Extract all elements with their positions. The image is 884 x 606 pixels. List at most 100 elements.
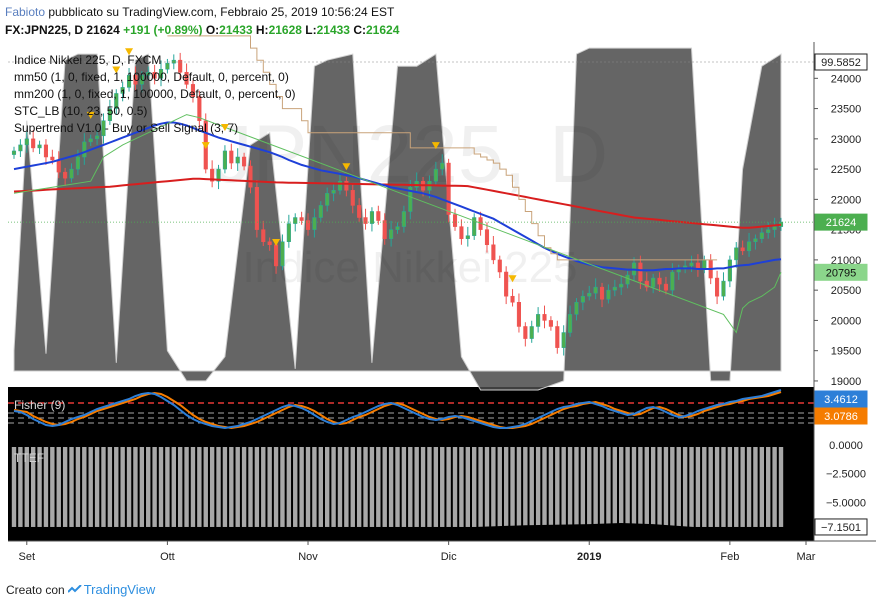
candle-body — [542, 314, 547, 321]
mm200-line — [13, 177, 782, 229]
ttef-bar — [535, 447, 541, 527]
candle-body — [133, 75, 138, 85]
candle-body — [120, 87, 125, 94]
ttef-bar — [235, 447, 240, 527]
candle-body — [11, 150, 17, 155]
ttef-bar — [587, 447, 592, 527]
tradingview-link[interactable]: TradingView — [83, 582, 156, 597]
legend-supertrend: Supertrend V1.0 - Buy or Sell Signal (3,… — [14, 121, 238, 135]
ttef-bar — [433, 447, 439, 527]
candle-body — [280, 241, 285, 267]
ttef-bar — [197, 447, 202, 527]
candle-body — [753, 238, 758, 242]
supertrend-up-line — [13, 114, 782, 334]
candle-body — [599, 286, 605, 300]
ttef-tag-box — [814, 518, 868, 536]
low-value: 21433 — [316, 23, 350, 37]
ttef-bar — [152, 447, 157, 527]
ttef-series — [11, 447, 784, 541]
ttef-bar — [171, 447, 176, 527]
candle-body — [305, 220, 311, 230]
candle-body — [510, 295, 515, 303]
candle-body — [702, 259, 707, 270]
candle-body — [465, 235, 470, 239]
ttef-bar — [574, 447, 579, 527]
fisher-trigger-tag-label: 3.0786 — [824, 411, 858, 423]
ttef-bar — [190, 447, 196, 527]
ttef-bar — [682, 447, 688, 527]
y-tick-label: 22500 — [831, 164, 862, 176]
ttef-bar — [478, 447, 483, 527]
fisher-tag-box — [814, 390, 868, 408]
candle-body — [440, 162, 445, 170]
candle-body — [325, 193, 330, 206]
ttef-bar — [114, 447, 119, 527]
ttef-bar — [120, 447, 125, 527]
ttef-bar — [209, 447, 215, 527]
ttef-bar — [472, 447, 477, 527]
fisher-trigger-tag-box — [814, 407, 868, 425]
candle-body — [31, 138, 36, 149]
author-name[interactable]: Fabioto — [5, 5, 46, 19]
candle-body — [766, 229, 771, 233]
candle-body — [139, 75, 144, 85]
ttef-bar — [248, 447, 253, 527]
candle-body — [229, 150, 234, 164]
ttef-bar — [721, 447, 726, 527]
candle-body — [568, 314, 573, 333]
candle-body — [350, 190, 355, 206]
candle-body — [56, 159, 61, 173]
candle-body — [331, 190, 336, 194]
ttef-bar — [420, 447, 426, 527]
ttef-bar — [30, 447, 36, 527]
candle-body — [357, 205, 362, 218]
candle-body — [184, 72, 189, 85]
ttef-bar — [267, 447, 272, 527]
ttef-bar — [580, 447, 586, 527]
ttef-bar — [75, 447, 81, 527]
candle-body — [222, 150, 227, 170]
candle-body — [715, 277, 720, 297]
ttef-bar — [94, 447, 100, 527]
candle-body — [606, 289, 611, 300]
ttef-bar — [759, 447, 765, 527]
ttef-bar — [663, 447, 669, 527]
ttef-bar — [24, 447, 29, 527]
x-tick-label: Ott — [160, 551, 175, 563]
ttef-bar — [708, 447, 713, 527]
ttef-bar — [286, 447, 292, 527]
supertrend-tag-box — [814, 263, 868, 281]
candle-body — [82, 141, 87, 158]
candle-body — [395, 226, 400, 230]
symbol: FX:JPN225, D — [5, 23, 84, 37]
candle-body — [555, 326, 560, 348]
sell-signal-marker — [220, 123, 229, 131]
ttef-tick-label: 0.0000 — [829, 440, 863, 452]
sell-signal-marker — [272, 238, 281, 246]
stc-bands — [13, 47, 782, 391]
candle-body — [190, 84, 196, 97]
candle-body — [152, 72, 157, 79]
ttef-tick-label: −5.0000 — [826, 497, 866, 509]
ttef-bar — [452, 447, 458, 527]
candle-body — [318, 205, 323, 218]
candle-body — [484, 229, 490, 246]
ttef-bar — [625, 447, 630, 527]
ttef-bar — [542, 447, 547, 527]
ttef-bar — [529, 447, 534, 527]
ttef-bar — [146, 447, 151, 527]
ttef-bar — [280, 447, 285, 527]
ttef-bar — [388, 447, 394, 527]
ttef-bar — [43, 447, 49, 527]
ttef-bar — [734, 447, 739, 527]
ttef-bar — [670, 447, 675, 527]
candle-body — [267, 241, 272, 246]
candle-body — [158, 68, 164, 79]
publish-date: pubblicato su TradingView.com, Febbraio … — [45, 5, 395, 19]
price-change: +191 (+0.89%) — [123, 23, 203, 37]
ttef-bar — [203, 447, 208, 527]
candle-body — [50, 156, 55, 161]
ttef-bar — [356, 447, 362, 527]
sell-signal-marker — [431, 142, 440, 150]
